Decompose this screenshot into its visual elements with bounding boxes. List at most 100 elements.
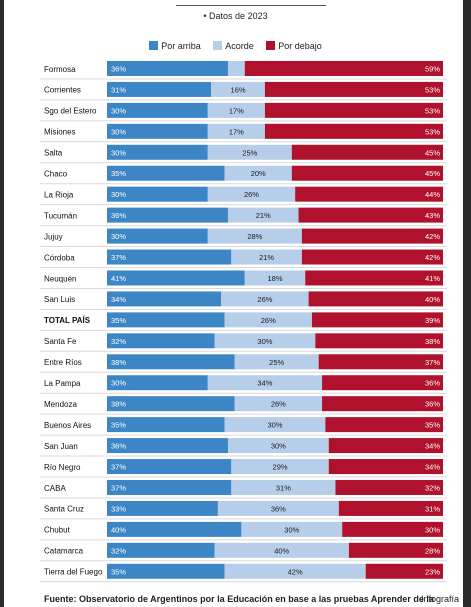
bar-acorde-total-pais xyxy=(224,312,312,328)
data-label-por-debajo-la-rioja: 44% xyxy=(425,190,440,199)
category-label-la-pampa: La Pampa xyxy=(44,379,81,388)
data-label-acorde-chubut: 30% xyxy=(284,525,299,534)
bar-por-arriba-catamarca xyxy=(107,542,215,558)
category-label-jujuy: Jujuy xyxy=(44,232,63,241)
category-label-buenos-aires: Buenos Aires xyxy=(44,421,91,430)
bar-acorde-corrientes xyxy=(211,81,265,97)
bar-por-arriba-total-pais xyxy=(107,312,225,328)
category-label-sgo-del-estero: Sgo del Estero xyxy=(44,107,97,116)
category-label-formosa: Formosa xyxy=(44,65,76,74)
bar-por-debajo-neuquen xyxy=(305,270,443,286)
bar-por-arriba-chubut xyxy=(107,521,242,537)
category-label-la-rioja: La Rioja xyxy=(44,190,74,199)
frame-border-left xyxy=(0,0,4,607)
category-label-mendoza: Mendoza xyxy=(44,400,77,409)
bar-acorde-chaco xyxy=(224,165,292,181)
bar-por-debajo-corrientes xyxy=(264,81,443,97)
data-label-por-debajo-sgo-del-estero: 53% xyxy=(425,106,440,115)
category-label-chaco: Chaco xyxy=(44,170,68,179)
data-label-por-debajo-neuquen: 41% xyxy=(425,274,440,283)
bar-por-arriba-formosa xyxy=(107,60,228,76)
data-label-acorde-jujuy: 28% xyxy=(247,232,262,241)
category-label-rio-negro: Río Negro xyxy=(44,463,81,472)
bar-por-arriba-corrientes xyxy=(107,81,212,97)
category-label-total-pais: TOTAL PAÍS xyxy=(44,316,91,325)
bar-por-arriba-caba xyxy=(107,479,232,495)
data-label-acorde-la-rioja: 26% xyxy=(244,190,259,199)
data-label-acorde-total-pais: 26% xyxy=(261,316,276,325)
bar-por-arriba-jujuy xyxy=(107,228,208,244)
bar-acorde-santa-fe xyxy=(214,333,316,349)
bar-por-arriba-la-rioja xyxy=(107,186,208,202)
legend-label-por-arriba: Por arriba xyxy=(161,41,201,51)
bar-por-arriba-san-luis xyxy=(107,291,222,307)
data-label-acorde-neuquen: 18% xyxy=(267,274,282,283)
bar-por-debajo-buenos-aires xyxy=(325,417,443,433)
bar-por-debajo-jujuy xyxy=(301,228,443,244)
bar-por-arriba-neuquen xyxy=(107,270,245,286)
credit-note: Infografía xyxy=(421,594,460,604)
data-label-por-debajo-buenos-aires: 35% xyxy=(425,421,440,430)
data-label-por-debajo-santa-fe: 38% xyxy=(425,337,440,346)
data-label-por-arriba-buenos-aires: 35% xyxy=(111,421,126,430)
category-label-santa-fe: Santa Fe xyxy=(44,337,77,346)
data-label-por-arriba-chaco: 35% xyxy=(111,169,126,178)
bar-por-debajo-chaco xyxy=(291,165,443,181)
data-label-por-debajo-tierra-del-fuego: 23% xyxy=(425,567,440,576)
data-label-por-arriba-caba: 37% xyxy=(111,483,126,492)
data-label-por-debajo-san-juan: 34% xyxy=(425,442,440,451)
data-label-acorde-misiones: 17% xyxy=(229,127,244,136)
category-label-catamarca: Catamarca xyxy=(44,547,84,556)
top-rule xyxy=(176,5,326,6)
data-label-por-debajo-chubut: 30% xyxy=(425,525,440,534)
category-label-cordoba: Córdoba xyxy=(44,253,75,262)
bar-acorde-san-juan xyxy=(227,438,329,454)
bar-por-arriba-salta xyxy=(107,144,208,160)
bar-por-arriba-la-pampa xyxy=(107,375,208,391)
data-label-por-arriba-san-juan: 36% xyxy=(111,442,126,451)
bar-por-debajo-la-pampa xyxy=(322,375,443,391)
data-label-por-arriba-san-luis: 34% xyxy=(111,295,126,304)
data-label-por-debajo-santa-cruz: 31% xyxy=(425,504,440,513)
data-label-por-arriba-catamarca: 32% xyxy=(111,546,126,555)
bar-por-debajo-caba xyxy=(335,479,443,495)
bar-por-arriba-sgo-del-estero xyxy=(107,102,208,118)
bar-acorde-san-luis xyxy=(221,291,309,307)
data-label-por-arriba-corrientes: 31% xyxy=(111,85,126,94)
data-label-por-debajo-cordoba: 42% xyxy=(425,253,440,262)
source-note: Fuente: Observatorio de Argentinos por l… xyxy=(44,594,434,604)
category-label-neuquen: Neuquén xyxy=(44,274,76,283)
data-label-por-debajo-catamarca: 28% xyxy=(425,546,440,555)
data-label-por-debajo-salta: 45% xyxy=(425,148,440,157)
bar-por-debajo-cordoba xyxy=(301,249,443,265)
data-label-por-arriba-neuquen: 41% xyxy=(111,274,126,283)
data-label-acorde-san-juan: 30% xyxy=(271,442,286,451)
bar-acorde-chubut xyxy=(241,521,343,537)
category-label-san-luis: San Luis xyxy=(44,295,75,304)
data-label-por-arriba-mendoza: 38% xyxy=(111,400,126,409)
data-label-acorde-entre-rios: 25% xyxy=(269,358,284,367)
legend-item-por-debajo: Por debajo xyxy=(266,41,322,51)
data-label-por-debajo-formosa: 59% xyxy=(425,64,440,73)
legend-item-acorde: Acorde xyxy=(213,41,254,51)
data-label-por-debajo-total-pais: 39% xyxy=(425,316,440,325)
data-label-por-arriba-misiones: 30% xyxy=(111,127,126,136)
bar-por-arriba-san-juan xyxy=(107,438,228,454)
data-label-acorde-sgo-del-estero: 17% xyxy=(229,106,244,115)
data-label-por-arriba-santa-cruz: 33% xyxy=(111,504,126,513)
bar-por-debajo-misiones xyxy=(264,123,443,139)
bar-por-debajo-la-rioja xyxy=(295,186,443,202)
category-label-tucuman: Tucumán xyxy=(44,211,77,220)
data-label-acorde-chaco: 20% xyxy=(251,169,266,178)
bar-por-arriba-buenos-aires xyxy=(107,417,225,433)
data-label-acorde-tucuman: 21% xyxy=(256,211,271,220)
data-label-por-debajo-corrientes: 53% xyxy=(425,85,440,94)
bar-por-debajo-mendoza xyxy=(322,396,443,412)
bar-acorde-la-rioja xyxy=(207,186,296,202)
bar-acorde-tucuman xyxy=(227,207,299,223)
bar-por-arriba-chaco xyxy=(107,165,225,181)
bar-acorde-salta xyxy=(207,144,292,160)
category-label-chubut: Chubut xyxy=(44,526,71,535)
bar-por-debajo-tucuman xyxy=(298,207,443,223)
bar-acorde-caba xyxy=(231,479,336,495)
